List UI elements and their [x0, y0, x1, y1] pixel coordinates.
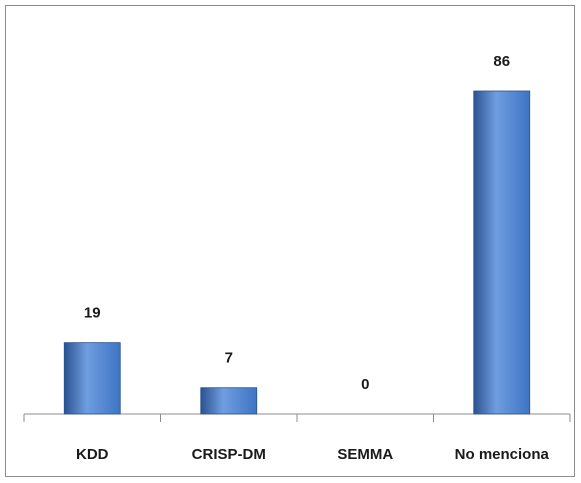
- bar-no-menciona: [473, 90, 531, 415]
- category-labels: KDD CRISP-DM SEMMA No menciona: [76, 446, 549, 463]
- category-label: CRISP-DM: [192, 446, 266, 463]
- data-label: 86: [493, 53, 510, 70]
- data-labels: 19 7 0 86: [84, 53, 510, 393]
- bar-crisp-dm: [200, 387, 258, 415]
- category-label: KDD: [76, 446, 109, 463]
- data-label: 19: [84, 305, 101, 322]
- data-label: 7: [225, 350, 233, 367]
- category-label: SEMMA: [337, 446, 393, 463]
- bar-kdd: [63, 342, 121, 415]
- category-label: No menciona: [455, 446, 550, 463]
- x-axis-ticks: [23, 414, 571, 422]
- bars: [63, 90, 531, 415]
- data-label: 0: [361, 376, 369, 393]
